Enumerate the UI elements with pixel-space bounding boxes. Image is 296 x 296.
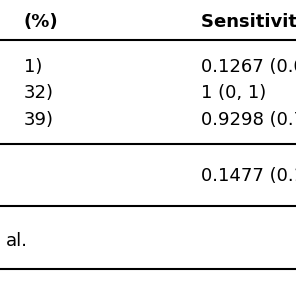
Text: Sensitivity (0.9: Sensitivity (0.9 [201,13,296,31]
Text: 39): 39) [24,111,54,129]
Text: (%): (%) [24,13,58,31]
Text: 32): 32) [24,84,54,102]
Text: 0.1477 (0.1258, 0.: 0.1477 (0.1258, 0. [201,167,296,185]
Text: 0.9298 (0.7513, 0: 0.9298 (0.7513, 0 [201,111,296,129]
Text: 0.1267 (0.0876, 0: 0.1267 (0.0876, 0 [201,58,296,75]
Text: al.: al. [6,232,28,250]
Text: 1): 1) [24,58,42,75]
Text: 1 (0, 1): 1 (0, 1) [201,84,266,102]
